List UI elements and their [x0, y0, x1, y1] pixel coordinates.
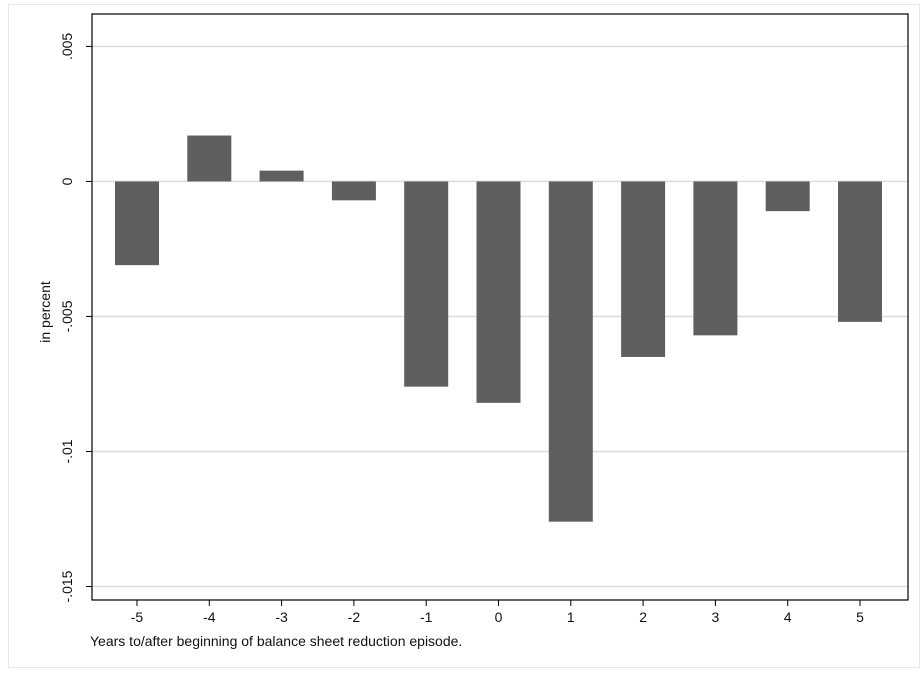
bar: [621, 181, 666, 357]
y-tick-label: -.005: [59, 300, 75, 332]
bar: [259, 170, 304, 182]
plot-area-border: [91, 13, 909, 601]
x-tick-label: 4: [784, 609, 792, 625]
bar: [187, 135, 232, 182]
y-axis-ticks: .005 0 -.005 -.01 -.015: [59, 33, 92, 602]
x-tick-label: 2: [639, 609, 647, 625]
bar: [838, 181, 882, 322]
bar: [404, 181, 449, 387]
x-tick-label: -4: [203, 609, 216, 625]
y-tick-label: -.01: [59, 439, 75, 463]
x-tick-label: 3: [712, 609, 720, 625]
bar: [548, 181, 593, 522]
x-tick-label: -2: [348, 609, 361, 625]
bar: [476, 181, 521, 403]
x-tick-label: -3: [275, 609, 288, 625]
x-tick-label: 5: [856, 609, 864, 625]
y-tick-label: .005: [59, 33, 75, 60]
y-axis-label: in percent: [37, 281, 53, 343]
bar: [693, 181, 738, 336]
bar: [765, 181, 810, 212]
x-tick-label: -1: [420, 609, 433, 625]
x-axis-ticks: -5 -4 -3 -2 -1 0 1 2 3 4 5: [131, 600, 864, 625]
bar: [331, 181, 376, 201]
x-tick-label: 0: [495, 609, 503, 625]
y-tick-label: -.015: [59, 570, 75, 602]
y-tick-label: 0: [59, 177, 75, 185]
chart-frame: [8, 4, 920, 668]
x-axis-label: Years to/after beginning of balance shee…: [90, 633, 462, 649]
x-tick-label: -5: [131, 609, 144, 625]
bars: [115, 135, 882, 522]
bar: [115, 181, 159, 266]
x-tick-label: 1: [567, 609, 575, 625]
